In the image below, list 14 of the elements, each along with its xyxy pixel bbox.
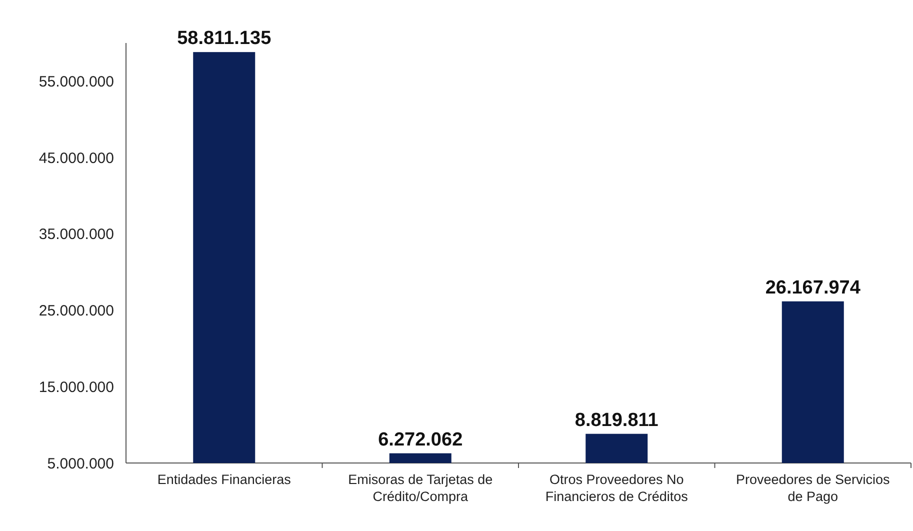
data-label: 58.811.135 [177,28,272,50]
x-tick-label: Proveedores de Servicios de Pago [736,472,890,504]
y-tick-label: 15.000.000 [38,378,114,396]
y-tick-label: 45.000.000 [38,150,114,167]
y-tick-label: 5.000.000 [47,455,114,472]
data-label: 26.167.974 [765,277,861,298]
x-tick-label: Otros Proveedores No Financieros de Créditos [545,472,688,504]
y-tick-label: 55.000.000 [38,73,114,90]
y-tick-label: 25.000.000 [38,302,114,320]
data-label: 6.272.062 [378,429,463,450]
data-label: 8.819.811 [574,410,659,431]
y-tick-label: 35.000.000 [38,226,114,244]
x-tick-label: Emisoras de Tarjetas de Crédito/Compra [348,472,493,504]
x-tick-label: Entidades Financieras [157,472,292,487]
